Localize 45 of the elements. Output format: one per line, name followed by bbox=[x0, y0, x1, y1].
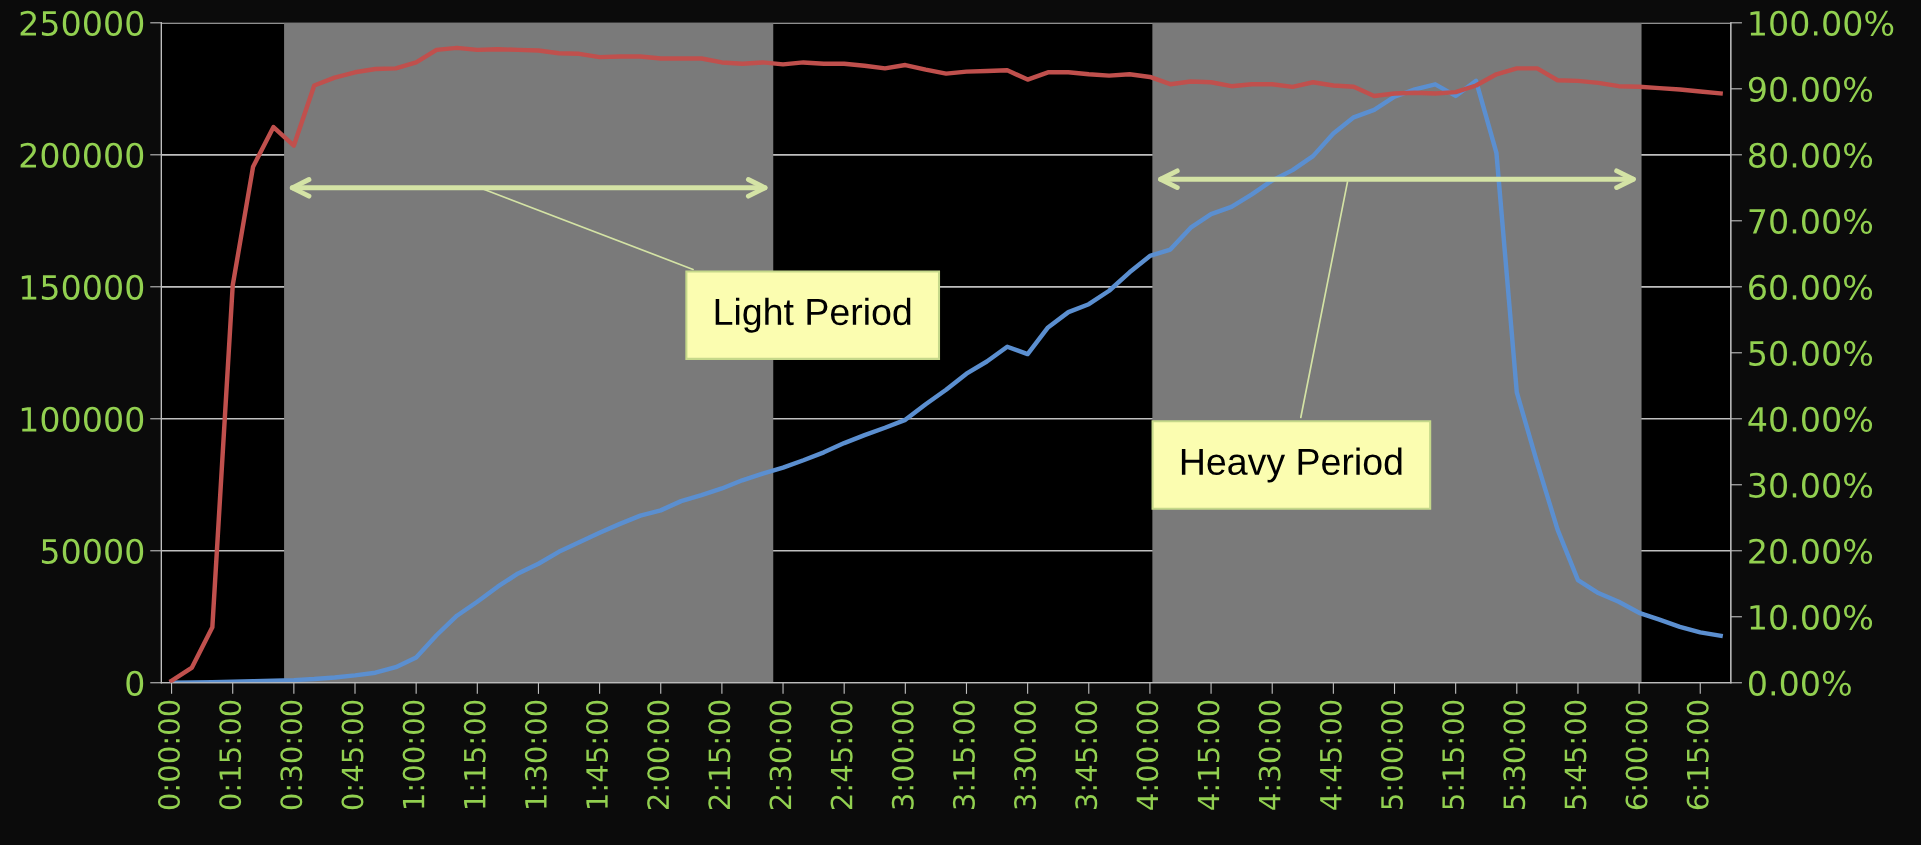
x-tick-label: 1:15:00 bbox=[463, 700, 486, 808]
x-tick-label: 5:15:00 bbox=[1442, 700, 1465, 809]
y2-tick-label: 40.00% bbox=[1748, 406, 1873, 432]
x-tick-label: 2:45:00 bbox=[830, 700, 853, 810]
y2-tick-label: 30.00% bbox=[1749, 472, 1873, 498]
y-tick-label: 150000 bbox=[21, 274, 144, 300]
x-tick-label: 2:30:00 bbox=[769, 700, 792, 810]
x-tick-label: 5:00:00 bbox=[1380, 700, 1403, 809]
y2-tick-label: 60.00% bbox=[1749, 274, 1873, 300]
x-tick-label: 6:00:00 bbox=[1625, 700, 1648, 810]
x-tick-label: 1:00:00 bbox=[402, 700, 425, 808]
x-tick-label: 3:45:00 bbox=[1075, 700, 1098, 809]
y2-tick-label: 100.00% bbox=[1750, 10, 1894, 36]
x-tick-label: 4:45:00 bbox=[1319, 700, 1342, 810]
y-tick-label: 250000 bbox=[20, 10, 144, 36]
x-tick-label: 0:00:00 bbox=[157, 700, 181, 810]
y-tick-label: 0 bbox=[126, 670, 144, 696]
x-tick-label: 4:30:00 bbox=[1258, 700, 1281, 810]
x-tick-label: 2:15:00 bbox=[708, 700, 731, 810]
x-tick-label: 0:15:00 bbox=[219, 700, 242, 810]
y2-tick-label: 0.00% bbox=[1748, 670, 1851, 696]
x-tick-label: 2:00:00 bbox=[647, 700, 670, 810]
x-tick-label: 3:15:00 bbox=[952, 700, 975, 809]
x-tick-label: 5:30:00 bbox=[1503, 700, 1526, 809]
band-label: Light Period bbox=[715, 297, 911, 333]
x-tick-label: 6:15:00 bbox=[1686, 700, 1709, 810]
band-label: Heavy Period bbox=[1181, 447, 1402, 483]
y2-tick-label: 20.00% bbox=[1749, 538, 1873, 564]
x-tick-label: 4:00:00 bbox=[1136, 700, 1159, 810]
x-tick-label: 3:30:00 bbox=[1014, 700, 1037, 809]
y2-tick-label: 50.00% bbox=[1749, 340, 1873, 366]
x-tick-label: 1:45:00 bbox=[586, 700, 609, 808]
x-tick-label: 0:45:00 bbox=[341, 700, 364, 810]
x-tick-label: 0:30:00 bbox=[280, 700, 303, 810]
y-tick-label: 100000 bbox=[21, 406, 144, 432]
x-tick-label: 5:45:00 bbox=[1564, 700, 1587, 809]
y2-tick-label: 10.00% bbox=[1750, 604, 1873, 630]
y-tick-label: 200000 bbox=[20, 142, 144, 168]
x-tick-label: 4:15:00 bbox=[1197, 700, 1220, 810]
y-tick-label: 50000 bbox=[41, 538, 144, 564]
y2-tick-label: 90.00% bbox=[1748, 76, 1873, 102]
y2-tick-label: 80.00% bbox=[1749, 142, 1873, 168]
y2-tick-label: 70.00% bbox=[1749, 208, 1873, 234]
x-tick-label: 1:30:00 bbox=[524, 700, 547, 808]
x-tick-label: 3:00:00 bbox=[891, 700, 914, 809]
